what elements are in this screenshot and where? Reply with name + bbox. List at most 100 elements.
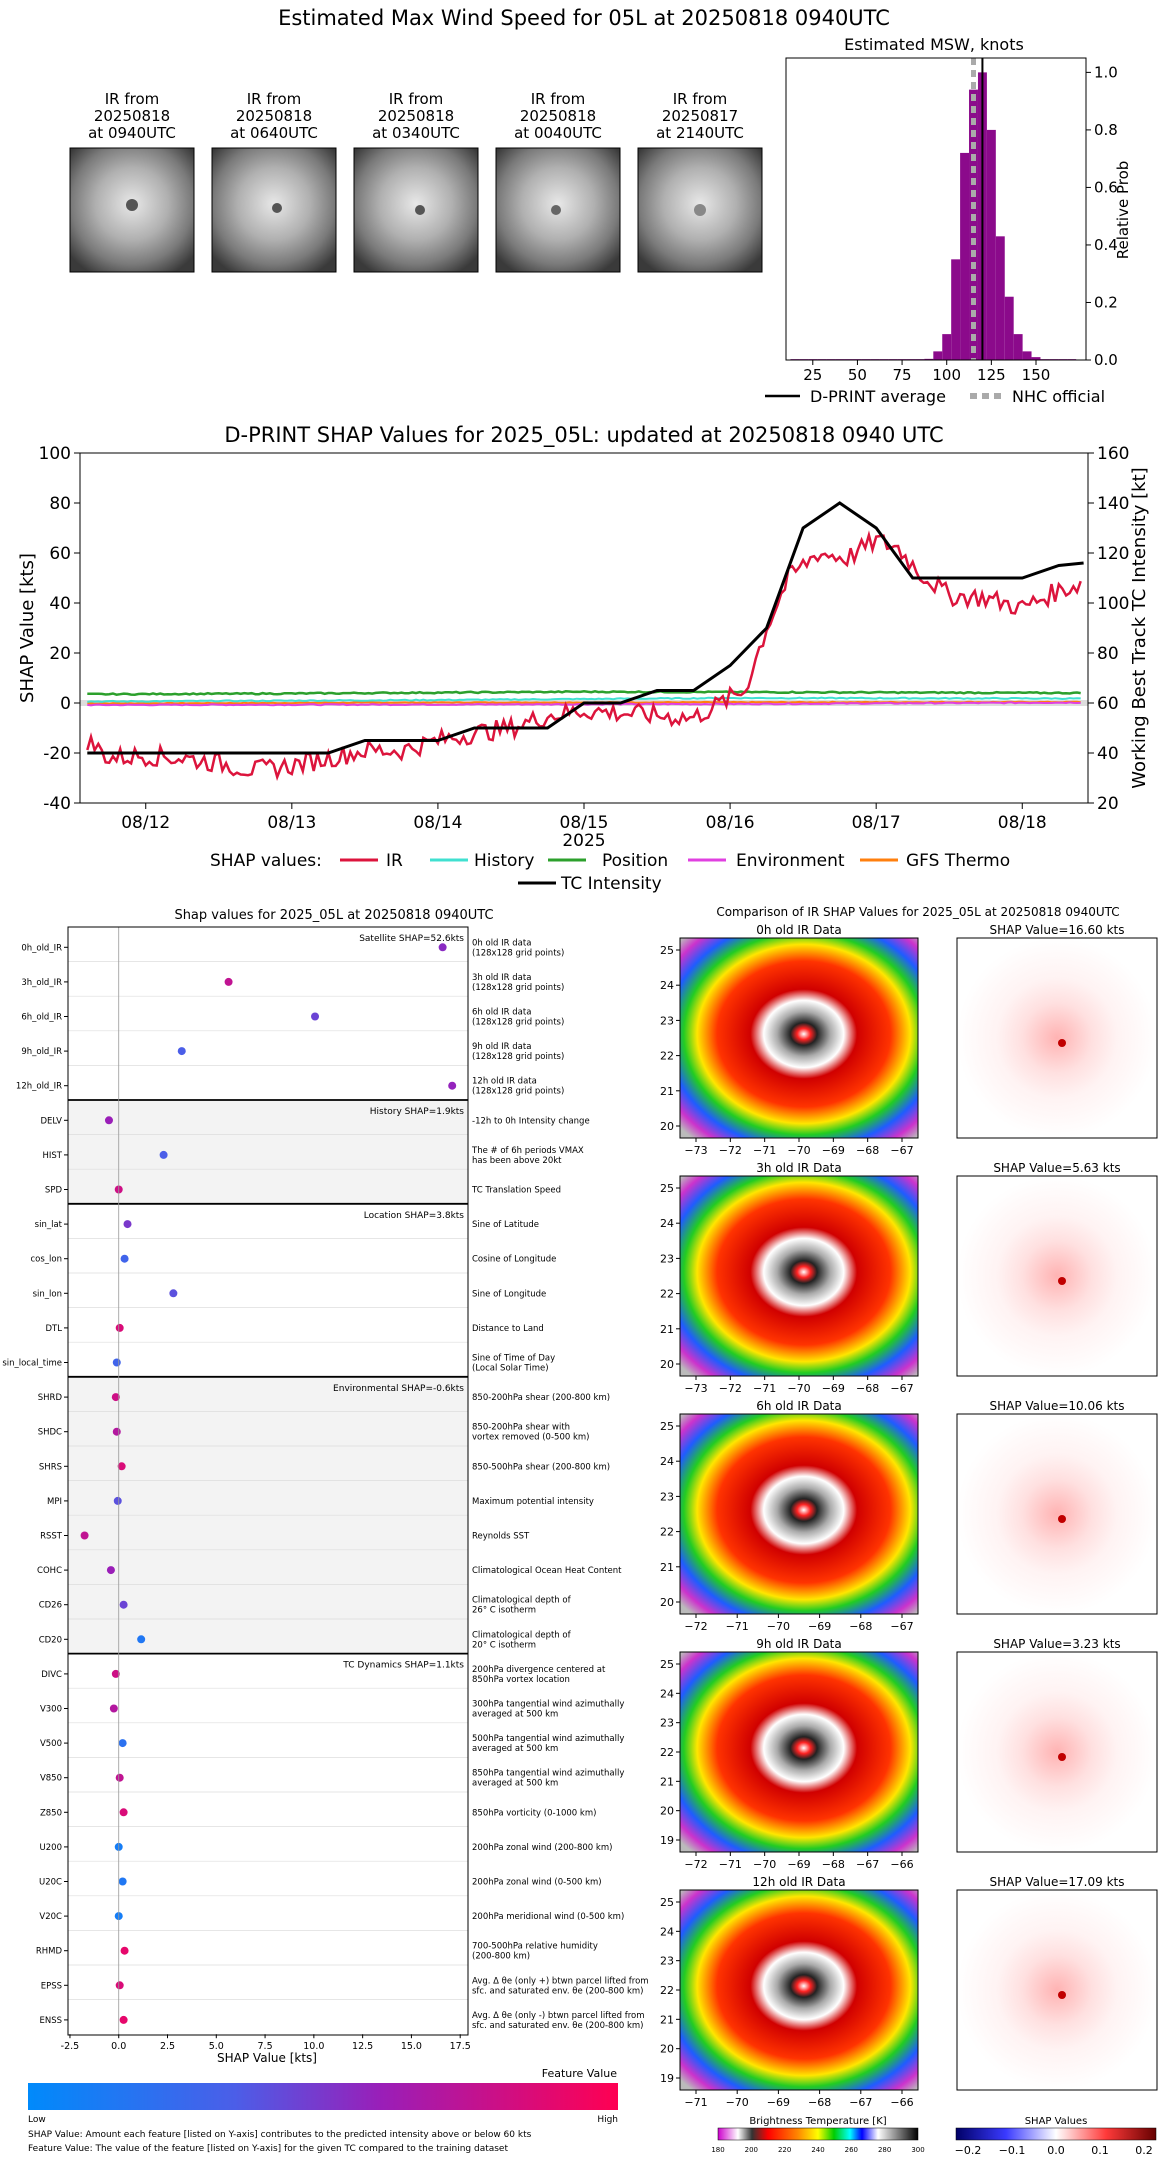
feature-shap-chart: Shap values for 2025_05L at 20250818 094… — [2, 908, 648, 2154]
x-tick-label: −69 — [822, 1144, 845, 1157]
shap-panel-image — [956, 1413, 1158, 1615]
y-tick-label: 21 — [660, 1561, 674, 1574]
thumbnail-caption: IR from — [105, 90, 160, 108]
thumbnail-caption: at 0040UTC — [514, 124, 602, 142]
y-tick-label: -20 — [43, 744, 71, 764]
comparison-title: Comparison of IR SHAP Values for 2025_05… — [716, 905, 1119, 919]
y-tick-label: 25 — [660, 1896, 674, 1909]
feature-name: V300 — [40, 1705, 62, 1715]
y2-tick-label: 60 — [1097, 694, 1119, 714]
legend-label-gfs: GFS Thermo — [906, 851, 1010, 871]
ir-panel-title: 9h old IR Data — [756, 1637, 842, 1651]
comparison-row: 6h old IR Data SHAP Value=10.06 kts 20 21 22… — [660, 1399, 1158, 1633]
feature-name: ENSS — [39, 2016, 62, 2026]
y-tick-label: 40 — [49, 594, 71, 614]
feature-frame — [67, 926, 469, 2036]
feature-chart-title: Shap values for 2025_05L at 20250818 094… — [174, 908, 493, 923]
shap-panel-image — [956, 1651, 1158, 1853]
feature-name: HIST — [43, 1151, 63, 1161]
y-tick-label: 24 — [660, 979, 674, 992]
y-tick-label: 20 — [660, 1120, 674, 1133]
y-tick-label: 20 — [660, 1596, 674, 1609]
feature-description: -12h to 0h Intensity change — [472, 1116, 590, 1126]
feature-description: 850hPa vortex location — [472, 1675, 570, 1685]
y2-tick-label: 140 — [1097, 494, 1129, 514]
x-tick-label: −71 — [726, 1620, 749, 1633]
shap-panel-title: SHAP Value=17.09 kts — [990, 1875, 1125, 1889]
feature-description: TC Translation Speed — [471, 1186, 561, 1196]
y2-tick-label: 160 — [1097, 444, 1129, 464]
shap-core — [1058, 1515, 1066, 1523]
y-tick-label: 100 — [39, 444, 71, 464]
feature-point — [119, 1808, 128, 1817]
group-title: Satellite SHAP=52.6kts — [359, 934, 464, 944]
feature-description: Reynolds SST — [472, 1532, 530, 1542]
feature-name: RSST — [40, 1532, 63, 1542]
feature-point — [118, 1739, 127, 1748]
feature-description: 3h old IR data — [472, 973, 531, 983]
feature-group: Environmental SHAP=-0.6kts SHRD 850-200hPa… — [37, 1375, 622, 1654]
x-tick-label: −66 — [890, 1858, 913, 1871]
feature-point — [80, 1531, 89, 1540]
y-tick-label: 23 — [660, 1014, 674, 1027]
tc-intensity-line — [87, 501, 1084, 755]
legend-label-history: History — [474, 851, 534, 871]
histogram-bar — [1022, 351, 1032, 360]
feature-point — [104, 1116, 113, 1125]
shap-core — [1058, 1753, 1066, 1761]
x-tick-label: 08/17 — [852, 813, 901, 833]
feature-description: The # of 6h periods VMAX — [471, 1146, 584, 1156]
timeseries-ylabel: SHAP Value [kts] — [17, 553, 38, 703]
thumbnail-caption: 20250818 — [236, 107, 312, 125]
feature-name: 6h_old_IR — [21, 1013, 62, 1023]
page-title: Estimated Max Wind Speed for 05L at 2025… — [278, 6, 890, 30]
ir-thumbnail: IR from 20250818 at 0940UTC — [69, 90, 195, 273]
histogram-title: Estimated MSW, knots — [844, 35, 1024, 54]
x-tick-label: 125 — [977, 366, 1006, 384]
x-tick-label: −73 — [684, 1382, 707, 1395]
feature-point — [177, 1047, 186, 1056]
feature-point — [115, 1981, 124, 1990]
feature-name: SPD — [45, 1186, 63, 1196]
feature-description: 200hPa meridional wind (0-500 km) — [472, 1912, 624, 1922]
feature-name: EPSS — [41, 1981, 62, 1991]
x-tick-label: −70 — [787, 1144, 810, 1157]
legend-label-tc: TC Intensity — [560, 874, 662, 894]
x-tick-label: 08/15 — [560, 813, 609, 833]
thumbnail-caption: 20250818 — [94, 107, 170, 125]
x-tick-label: −67 — [890, 1144, 913, 1157]
feature-description: Distance to Land — [472, 1324, 544, 1334]
sv-colorbar — [955, 2127, 1157, 2141]
feature-point — [123, 1220, 132, 1229]
x-tick-label: −70 — [753, 1858, 776, 1871]
histogram-bar — [986, 129, 996, 360]
y-tick-label: 22 — [660, 1746, 674, 1759]
x-tick-label: −72 — [719, 1144, 742, 1157]
shap-panel-image — [956, 937, 1158, 1139]
thumbnail-caption: 20250818 — [378, 107, 454, 125]
comparison-row: 3h old IR Data SHAP Value=5.63 kts 20 21 22 2… — [660, 1161, 1158, 1395]
x-tick-label: −69 — [822, 1382, 845, 1395]
y-tick-label: 24 — [660, 1455, 674, 1468]
timeseries-frame — [79, 452, 1089, 804]
feature-point — [438, 943, 447, 952]
y-tick-label: 0.6 — [1094, 178, 1118, 196]
feature-description: (128x128 grid points) — [472, 948, 564, 958]
footnote-shap: SHAP Value: Amount each feature [listed … — [28, 2130, 532, 2140]
feature-point — [119, 2015, 128, 2024]
sv-tick-label: −0.2 — [955, 2144, 982, 2157]
x-tick-label: 08/13 — [267, 813, 316, 833]
feature-name: DELV — [40, 1116, 62, 1126]
feature-point — [106, 1566, 115, 1575]
feature-description: averaged at 500 km — [472, 1779, 558, 1789]
ir-thumbnail: IR from 20250817 at 2140UTC — [637, 90, 763, 273]
shap-core — [1058, 1039, 1066, 1047]
feature-description: 850-200hPa shear with — [472, 1423, 570, 1433]
feature-name: CD26 — [39, 1601, 62, 1611]
x-tick-label: −71 — [753, 1382, 776, 1395]
y-tick-label: 24 — [660, 1687, 674, 1700]
feature-description: 850-200hPa shear (200-800 km) — [472, 1393, 610, 1403]
feature-point — [113, 1496, 122, 1505]
thumbnail-caption: IR from — [531, 90, 586, 108]
